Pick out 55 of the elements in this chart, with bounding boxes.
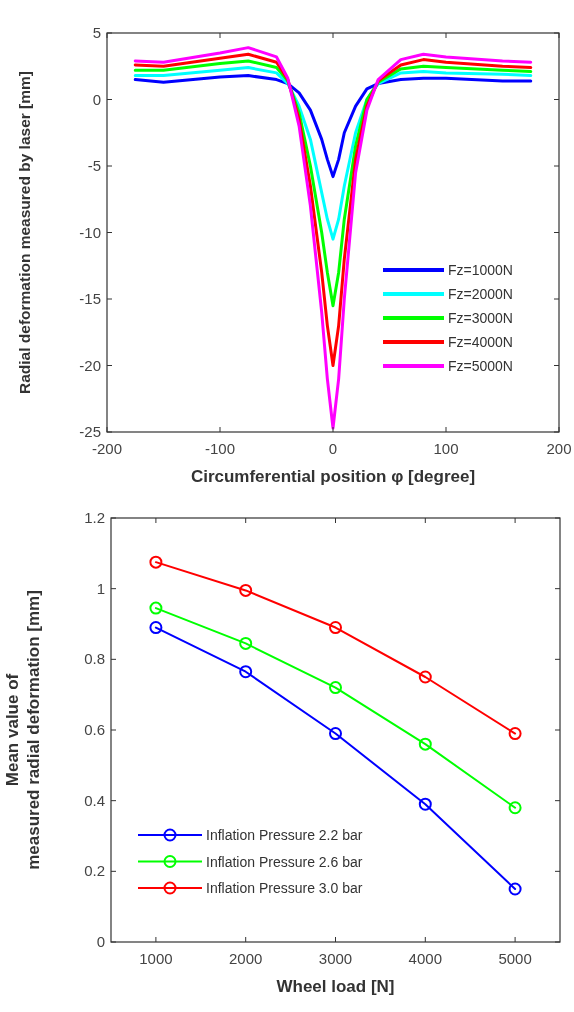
point (508, 801, 522, 815)
line-series (133, 46, 533, 430)
x-tick-label: -100 (204, 440, 236, 457)
legend-label: Fz=5000N (448, 358, 513, 374)
y-tick-label: 1.2 (84, 509, 105, 526)
point (508, 727, 522, 741)
point (239, 636, 253, 650)
y-tick-label: 5 (92, 24, 101, 41)
x-tick-label: 2000 (229, 950, 263, 967)
legend-label: Fz=4000N (448, 334, 513, 350)
y-tick-label: -15 (79, 290, 101, 307)
y-axis-title: Radial deformation measured by laser [mm] (16, 70, 33, 395)
y-tick-label: -10 (79, 223, 101, 241)
y-tick-label: 0.8 (84, 650, 105, 668)
point (239, 665, 253, 679)
legend-label: Inflation Pressure 2.2 bar (206, 827, 363, 843)
y-tick-label: 0 (92, 90, 101, 108)
point (149, 621, 163, 635)
point (329, 681, 342, 695)
y-tick-label: -5 (87, 157, 101, 174)
y-axis-title: Mean value of measured radial deformation [mm] (3, 590, 43, 870)
x-axis-title: Circumferential position φ [degree] (190, 467, 476, 486)
x-axis-title: Wheel load [N] (276, 977, 395, 996)
legend-label: Fz=2000N (448, 286, 513, 302)
x-tick-label: 100 (433, 440, 459, 457)
x-tick-label: 1000 (139, 950, 173, 967)
y-tick-label: 0.6 (84, 721, 105, 738)
x-tick-label: 0 (328, 440, 338, 457)
legend-label: Inflation Pressure 3.0 bar (206, 880, 363, 896)
x-tick-label: 3000 (318, 950, 353, 967)
x-tick-label: 5000 (498, 950, 532, 967)
point (239, 583, 253, 597)
y-tick-label: 1 (96, 579, 105, 597)
y-tick-label: -25 (79, 423, 101, 440)
x-tick-label: 4000 (408, 950, 442, 967)
point (418, 797, 432, 811)
line-series (133, 59, 533, 308)
line-series (133, 74, 533, 179)
y-tick-label: -20 (79, 356, 101, 374)
point (418, 670, 432, 684)
point (508, 882, 522, 896)
y-tick-label: 0.2 (84, 862, 105, 880)
x-tick-label: 200 (546, 440, 572, 457)
point (418, 737, 432, 751)
y-tick-label: 0.4 (84, 791, 105, 809)
point (329, 727, 342, 741)
y-tick-label: 0 (96, 933, 105, 950)
legend-label: Fz=1000N (448, 262, 513, 278)
point (149, 601, 163, 615)
legend-label: Inflation Pressure 2.6 bar (206, 853, 363, 870)
x-tick-label: -200 (91, 440, 123, 457)
line-series (133, 66, 533, 241)
legend-label: Fz=3000N (448, 310, 513, 326)
point (149, 555, 163, 569)
point (329, 621, 342, 635)
